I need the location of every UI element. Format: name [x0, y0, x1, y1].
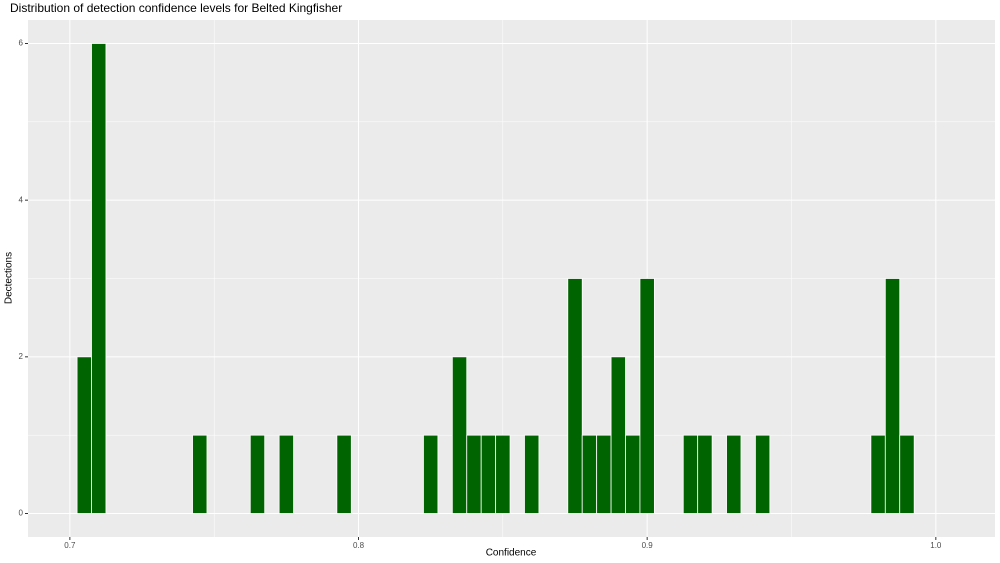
bar — [524, 434, 540, 514]
bar — [870, 434, 886, 514]
bar — [596, 434, 612, 514]
bar — [899, 434, 915, 514]
chart-title: Distribution of detection confidence lev… — [10, 1, 342, 15]
y-tick-label: 0 — [19, 509, 24, 518]
bar — [278, 434, 294, 514]
y-tick-label: 2 — [19, 352, 24, 361]
x-tick-label: 1.0 — [930, 541, 942, 550]
bar — [697, 434, 713, 514]
bar — [423, 434, 439, 514]
bar — [451, 356, 468, 514]
bar — [726, 434, 742, 514]
bar — [610, 356, 626, 514]
bar — [884, 278, 901, 514]
y-tick-label: 4 — [19, 195, 24, 204]
bar — [682, 434, 699, 514]
bar — [249, 434, 266, 514]
bar — [192, 434, 208, 514]
bar — [755, 434, 771, 514]
y-axis-label: Dectections — [4, 252, 15, 304]
bar — [76, 356, 92, 514]
bar — [581, 434, 598, 514]
bar — [336, 434, 352, 514]
x-tick-label: 0.9 — [642, 541, 654, 550]
x-tick-label: 0.8 — [353, 541, 365, 550]
y-tick-label: 6 — [19, 39, 24, 48]
bar — [466, 434, 482, 514]
x-tick-label: 0.7 — [64, 541, 76, 550]
x-axis-label: Confidence — [486, 548, 537, 559]
bar — [567, 278, 583, 514]
bar — [480, 434, 497, 514]
bar — [639, 278, 655, 514]
bar — [495, 434, 511, 514]
bar — [625, 434, 641, 514]
bar — [91, 43, 107, 514]
